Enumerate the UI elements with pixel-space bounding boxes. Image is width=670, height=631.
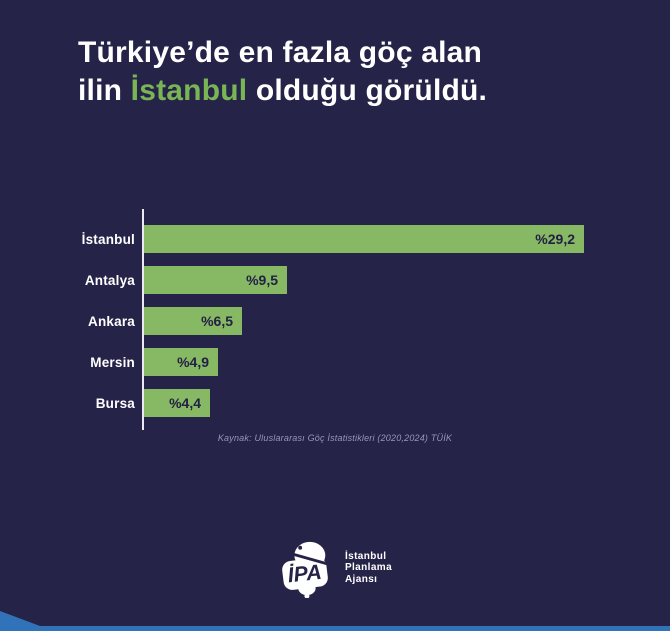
bar-ankara: %6,5: [144, 307, 242, 335]
corner-accent-triangle: [0, 611, 40, 626]
bar-mersin: %4,9: [144, 348, 218, 376]
org-name: İstanbul Planlama Ajansı: [345, 551, 392, 586]
category-label: Bursa: [95, 395, 135, 411]
title-highlight-istanbul: İstanbul: [130, 74, 248, 107]
bar-istanbul: %29,2: [144, 225, 584, 253]
bar-row-bursa: Bursa %4,4: [60, 389, 620, 417]
bar-row-istanbul: İstanbul %29,2: [60, 225, 620, 253]
bar-track: %9,5: [144, 266, 620, 294]
bar-antalya: %9,5: [144, 266, 287, 294]
page-title: Türkiye’de en fazla göç alan ilin İstanb…: [78, 34, 487, 110]
bar-row-mersin: Mersin %4,9: [60, 348, 620, 376]
category-label: Ankara: [88, 313, 135, 329]
ipa-logo-text: İPA: [287, 560, 323, 587]
bar-value-label: %4,4: [169, 395, 201, 411]
bar-row-antalya: Antalya %9,5: [60, 266, 620, 294]
bar-bursa: %4,4: [144, 389, 210, 417]
org-line-1: İstanbul: [344, 550, 387, 562]
bar-value-label: %4,9: [177, 354, 209, 370]
ipa-logo-icon: İPA: [282, 541, 329, 598]
source-note: Kaynak: Uluslararası Göç İstatistikleri …: [217, 433, 453, 443]
bar-chart: İstanbul %29,2 Antalya %9,5 Ankara: [60, 209, 620, 439]
bar-track: %29,2: [144, 225, 620, 253]
bar-track: %4,9: [144, 348, 620, 376]
bar-track: %4,4: [144, 389, 620, 417]
category-label: Antalya: [84, 272, 135, 288]
bar-value-label: %9,5: [246, 272, 278, 288]
bottom-accent-strip: [0, 626, 670, 631]
title-line1: Türkiye’de en fazla göç alan: [78, 36, 483, 69]
bar-value-label: %29,2: [535, 231, 575, 247]
footer-logo-block: İPA İstanbul Planlama Ajansı: [278, 538, 392, 598]
bar-row-ankara: Ankara %6,5: [60, 307, 620, 335]
category-label: İstanbul: [81, 231, 135, 247]
org-line-3: Ajansı: [344, 573, 378, 585]
bar-value-label: %6,5: [201, 313, 233, 329]
bar-rows: İstanbul %29,2 Antalya %9,5 Ankara: [60, 225, 620, 430]
title-line2: ilin İstanbul olduğu görüldü.: [78, 74, 488, 107]
org-line-2: Planlama: [344, 562, 393, 574]
y-axis-line: [142, 209, 144, 430]
bar-track: %6,5: [144, 307, 620, 335]
category-label: Mersin: [90, 354, 135, 370]
